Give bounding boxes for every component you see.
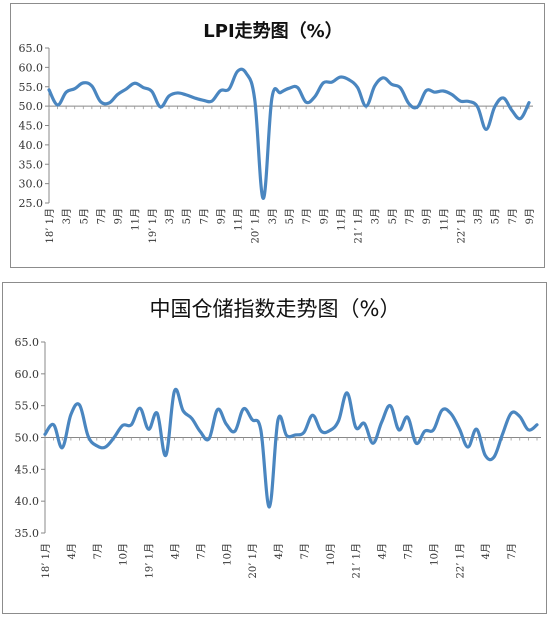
storage-chart-title: 中国仓储指数走势图（%） [150,297,401,321]
x-tick-label: 7月 [198,208,210,224]
series-line [47,67,531,200]
y-tick-label: 45.0 [15,463,40,476]
x-tick-label: 18’ 1月 [44,208,56,243]
x-tick-label: 9月 [215,208,227,224]
y-tick-label: 60.0 [19,61,44,74]
x-tick-label: 10月 [428,543,440,566]
x-tick-label: 3月 [370,208,382,224]
y-tick-label: 65.0 [19,42,44,55]
x-tick-label: 19’ 1月 [144,543,156,578]
x-tick-label: 22’ 1月 [454,543,466,578]
storage-chart: 中国仓储指数走势图（%） 65.0 60.0 55.0 50.0 45.0 40.0 35.… [15,297,541,578]
x-tick-label: 5月 [284,208,296,224]
x-tick-label: 11月 [130,208,142,231]
x-tick-label: 10月 [325,543,337,566]
x-tick-label: 7月 [301,208,313,224]
x-tick-label: 9月 [318,208,330,224]
x-tick-label: 21’ 1月 [353,208,365,243]
series-line [43,387,539,509]
x-tick-label: 11月 [335,208,347,231]
x-tick-label: 9月 [421,208,433,224]
x-tick-label: 5月 [490,208,502,224]
x-tick-label: 11月 [233,208,245,231]
lpi-chart-title: LPI走势图（%） [203,20,342,42]
x-tick-label: 4月 [66,543,78,559]
x-tick-label: 7月 [92,543,104,559]
y-tick-label: 35.0 [15,527,40,540]
x-tick-label: 9月 [113,208,125,224]
x-tick-label: 5月 [181,208,193,224]
x-tick-label: 20’ 1月 [247,543,259,578]
y-tick-label: 45.0 [19,120,44,133]
x-tick-label: 7月 [403,543,415,559]
x-tick-label: 19’ 1月 [147,208,159,243]
x-tick-label: 7月 [404,208,416,224]
x-tick-label: 9月 [524,208,536,224]
x-tick-label: 4月 [377,543,389,559]
x-tick-label: 4月 [273,543,285,559]
y-tick-label: 65.0 [15,336,40,349]
y-tick-label: 50.0 [15,432,40,445]
x-tick-label: 3月 [473,208,485,224]
lpi-chart-panel: LPI走势图（%） 65.0 60.0 55.0 50.0 45.0 40.0 35.0 30… [10,3,545,268]
y-tick-label: 60.0 [15,368,40,381]
y-tick-label: 35.0 [19,158,44,171]
x-tick-label: 5月 [78,208,90,224]
x-tick-label: 5月 [387,208,399,224]
lpi-chart: LPI走势图（%） 65.0 60.0 55.0 50.0 45.0 40.0 35.0 30… [19,20,537,243]
x-tick-label: 3月 [267,208,279,224]
x-tick-label: 20’ 1月 [250,208,262,243]
x-tick-label: 10月 [118,543,130,566]
y-tick-label: 55.0 [19,81,44,94]
x-tick-label: 7月 [299,543,311,559]
x-tick-label: 7月 [195,543,207,559]
x-tick-label: 22’ 1月 [455,208,467,243]
x-tick-label: 4月 [169,543,181,559]
x-tick-label: 4月 [480,543,492,559]
y-tick-label: 30.0 [19,178,44,191]
y-tick-label: 55.0 [15,400,40,413]
x-tick-label: 10月 [221,543,233,566]
x-tick-label: 3月 [164,208,176,224]
x-tick-label: 7月 [507,208,519,224]
storage-chart-panel: 中国仓储指数走势图（%） 65.0 60.0 55.0 50.0 45.0 40.0 35.… [2,282,547,614]
x-tick-label: 18’ 1月 [40,543,52,578]
x-tick-label: 11月 [438,208,450,231]
x-tick-label: 21’ 1月 [351,543,363,578]
y-tick-label: 40.0 [19,139,44,152]
y-tick-label: 25.0 [19,197,44,210]
x-tick-label: 3月 [61,208,73,224]
y-tick-label: 50.0 [19,100,44,113]
x-tick-label: 7月 [95,208,107,224]
y-tick-label: 40.0 [15,495,40,508]
x-tick-label: 7月 [506,543,518,559]
